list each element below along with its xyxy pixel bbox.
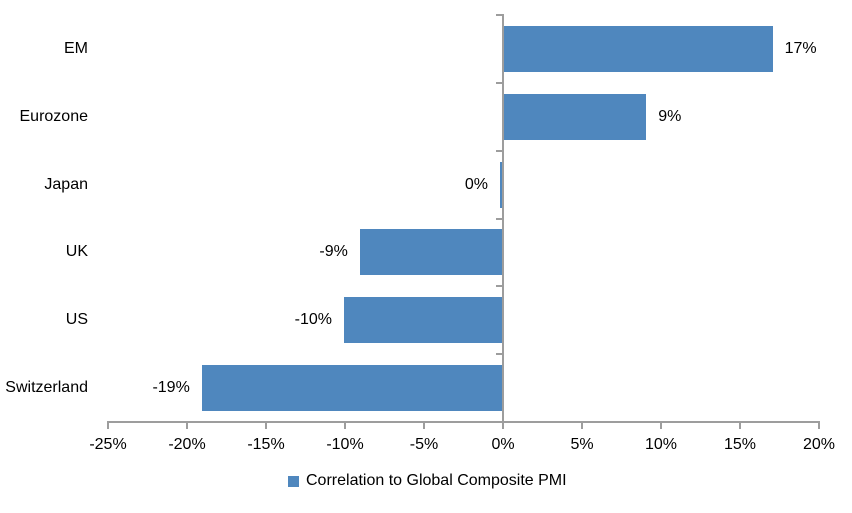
x-tick-label: 20% [802, 436, 836, 453]
x-tick-label: 15% [723, 436, 757, 453]
data-label-us: -10% [294, 311, 332, 329]
x-tick [739, 423, 741, 429]
x-tick [660, 423, 662, 429]
y-tick [496, 421, 502, 423]
bar-us [344, 297, 502, 344]
data-label-em: 17% [784, 39, 817, 57]
x-tick-label: -10% [326, 436, 364, 453]
x-tick [265, 423, 267, 429]
x-tick-label: -15% [247, 436, 285, 453]
data-label-eurozone: 9% [658, 107, 682, 125]
bar-japan [500, 161, 502, 208]
x-tick [186, 423, 188, 429]
y-tick [496, 217, 502, 220]
x-tick-label: -20% [168, 436, 206, 453]
data-label-japan: 0% [464, 175, 488, 193]
x-tick [818, 423, 820, 429]
bar-uk [359, 229, 502, 276]
category-label-us: US [65, 311, 88, 329]
legend-label: Correlation to Global Composite PMI [306, 472, 567, 489]
category-label-em: EM [64, 39, 88, 57]
x-tick-label: 5% [570, 436, 594, 453]
category-label-switzerland: Switzerland [5, 379, 88, 397]
y-tick [496, 149, 502, 152]
data-label-switzerland: -19% [152, 379, 190, 397]
bar-eurozone [504, 93, 647, 140]
x-tick [502, 423, 504, 429]
legend: Correlation to Global Composite PMI [288, 473, 567, 489]
y-tick [496, 353, 502, 356]
category-label-japan: Japan [44, 175, 88, 193]
data-label-uk: -9% [319, 243, 348, 261]
x-tick [344, 423, 346, 429]
y-tick [496, 81, 502, 84]
bar-switzerland [201, 365, 502, 412]
x-tick [581, 423, 583, 429]
x-tick [423, 423, 425, 429]
y-axis-line [502, 14, 504, 423]
x-axis-line [107, 421, 820, 423]
x-tick-label: -5% [409, 436, 439, 453]
x-tick-label: -25% [89, 436, 127, 453]
category-label-uk: UK [65, 243, 88, 261]
legend-marker-icon [288, 475, 299, 487]
bar-em [504, 25, 773, 72]
x-tick [107, 423, 109, 429]
category-label-eurozone: Eurozone [19, 107, 89, 125]
y-tick [496, 14, 502, 16]
x-tick-label: 10% [644, 436, 678, 453]
x-tick-label: 0% [491, 436, 515, 453]
y-tick [496, 285, 502, 288]
